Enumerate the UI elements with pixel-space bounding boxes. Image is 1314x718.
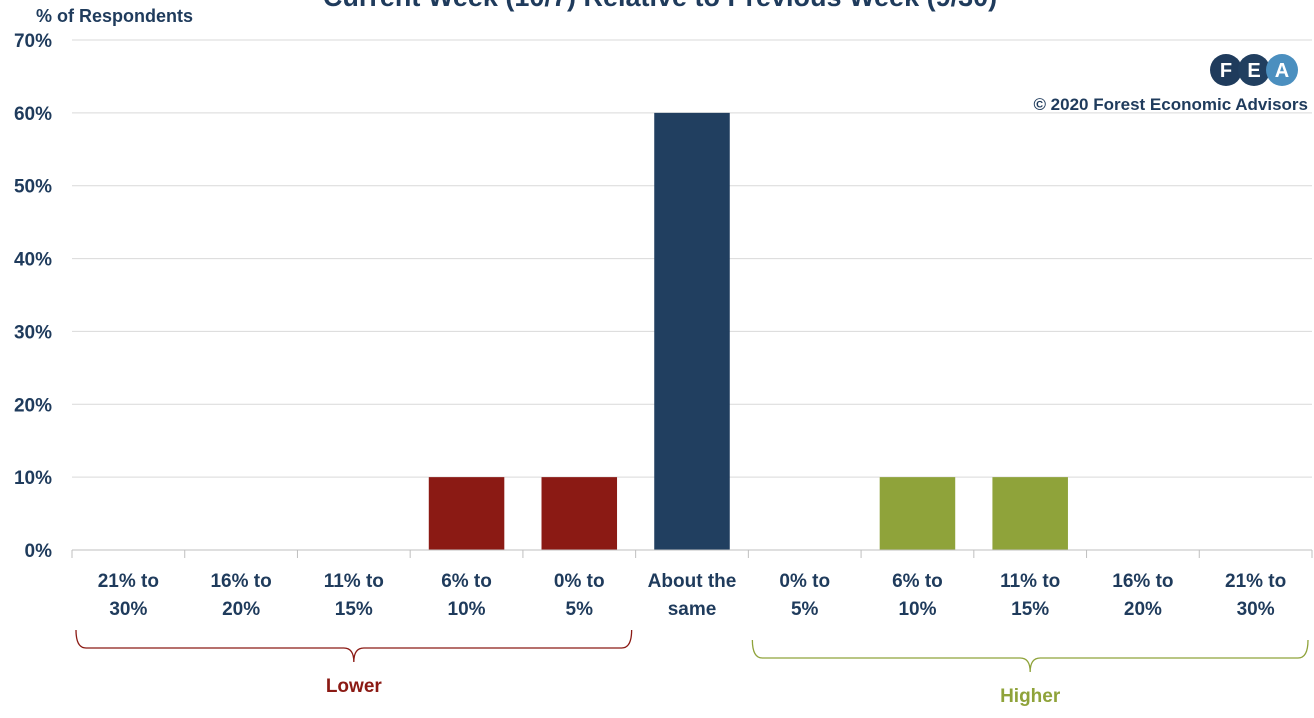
bar [541, 477, 618, 550]
bar [879, 477, 956, 550]
y-tick-label: 20% [14, 395, 52, 416]
logo-letter-a: A [1275, 60, 1289, 82]
y-tick-label: 10% [14, 468, 52, 489]
x-tick-label: 16% to 20% [1112, 571, 1173, 620]
x-tick-label: 16% to 20% [210, 571, 271, 620]
copyright-text: © 2020 Forest Economic Advisors [1033, 95, 1308, 114]
x-tick-label: 21% to 30% [1225, 571, 1286, 620]
axes: 0% 10% 20% 30% 40% 50% 60% 70% 21% to 30% 16% to 20… [14, 31, 1313, 620]
x-tick-label: 6% to 10% [441, 571, 492, 620]
x-tick-label: 0% to 5% [779, 571, 830, 620]
group-brackets: Lower Higher [75, 629, 1309, 707]
logo-circle-a [1266, 54, 1298, 86]
logo-letter-f: F [1220, 60, 1232, 82]
y-tick-label: 0% [25, 541, 53, 562]
logo-circle-f [1210, 54, 1242, 86]
logo-letter-e: E [1247, 60, 1260, 82]
x-tick-label: 6% to 10% [892, 571, 943, 620]
fea-logo: F E A © 2020 Forest Economic Advisors [1033, 54, 1308, 114]
y-tick-label: 30% [14, 322, 52, 343]
logo-circle-e [1238, 54, 1270, 86]
bars [428, 112, 1068, 550]
group-bracket [75, 629, 633, 663]
group-label: Lower [326, 676, 383, 697]
y-tick-label: 60% [14, 104, 52, 125]
x-tick-label: About the same [648, 571, 737, 620]
bar [654, 112, 730, 550]
x-tick-label: 11% to 15% [1000, 571, 1060, 620]
x-tick-label: 11% to 15% [324, 571, 384, 620]
y-tick-label: 40% [14, 250, 52, 271]
x-tick-label: 21% to 30% [98, 571, 159, 620]
y-axis-title: % of Respondents [36, 6, 193, 26]
chart-title: Current Week (10/7) Relative to Previous… [323, 0, 997, 12]
bar [428, 477, 505, 550]
y-tick-label: 50% [14, 177, 52, 198]
y-tick-label: 70% [14, 31, 52, 52]
group-label: Higher [1000, 686, 1061, 707]
x-tick-label: 0% to 5% [554, 571, 605, 620]
group-bracket [751, 639, 1309, 673]
bar [992, 477, 1068, 550]
